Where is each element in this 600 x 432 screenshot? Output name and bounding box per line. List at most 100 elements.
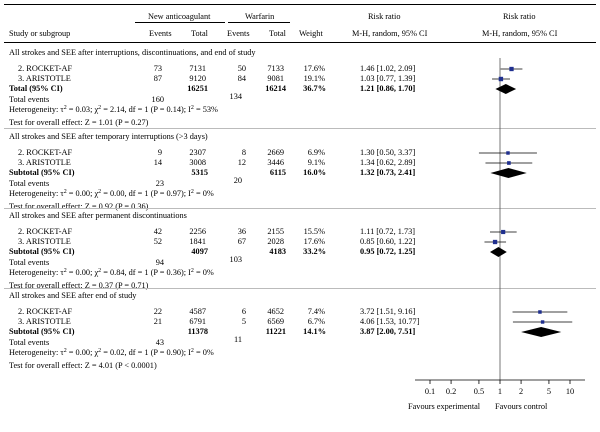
pooled-estimate-diamond xyxy=(490,168,527,178)
header-underline-warfarin xyxy=(228,22,290,23)
heterogeneity-part: Heterogeneity: τ xyxy=(9,189,64,198)
total-events-label: Total events xyxy=(9,179,50,188)
events-new: 22 xyxy=(153,307,162,316)
subtotal-weight: 36.7% xyxy=(303,84,326,93)
heterogeneity-part: = 0% xyxy=(193,189,214,198)
subtotal-weight: 16.0% xyxy=(303,168,326,177)
total-new: 2307 xyxy=(189,148,206,157)
heterogeneity-part: Heterogeneity: τ xyxy=(9,348,64,357)
risk-ratio-ci: 4.06 [1.53, 10.77] xyxy=(360,317,420,326)
subtotal-label: Total (95% CI) xyxy=(9,84,63,93)
subtotal-label: Subtotal (95% CI) xyxy=(9,327,75,336)
subtotal-new: 4097 xyxy=(191,247,208,256)
subtotal-weight: 33.2% xyxy=(303,247,326,256)
superscript: 2 xyxy=(63,189,67,195)
total-warfarin: 9081 xyxy=(267,74,284,83)
total-warfarin: 4652 xyxy=(267,307,284,316)
subtotal-warfarin: 16214 xyxy=(265,84,286,93)
superscript: 2 xyxy=(98,105,102,111)
heterogeneity-part: = 0% xyxy=(193,268,214,277)
subtotal-label: Subtotal (95% CI) xyxy=(9,168,75,177)
total-warfarin: 2669 xyxy=(267,148,284,157)
weight-value: 19.1% xyxy=(303,74,325,83)
favours-experimental-label: Favours experimental xyxy=(408,402,481,411)
study-estimate-square xyxy=(540,320,545,324)
superscript: 2 xyxy=(98,268,102,274)
subtotal-new: 16251 xyxy=(187,84,208,93)
heterogeneity-text: Heterogeneity: τ2 = 0.00; χ2 = 0.02, df … xyxy=(9,348,214,358)
x-tick-label: 0.5 xyxy=(473,387,485,396)
top-rule xyxy=(4,4,596,5)
pooled-estimate-diamond xyxy=(521,327,562,337)
total-events-warfarin: 103 xyxy=(229,255,242,264)
heterogeneity-part: = 0.00; χ xyxy=(66,189,99,198)
superscript: 2 xyxy=(190,105,194,111)
pooled-estimate-diamond xyxy=(490,247,507,257)
weight-value: 6.9% xyxy=(307,148,325,157)
events-warfarin: 50 xyxy=(237,64,246,73)
total-events-warfarin: 11 xyxy=(234,335,242,344)
subgroup-title: All strokes and SEE after interruptions,… xyxy=(9,48,256,57)
subtotal-ci: 0.95 [0.72, 1.25] xyxy=(360,247,416,256)
subtotal-warfarin: 6115 xyxy=(269,168,286,177)
events-warfarin: 5 xyxy=(241,317,246,326)
header-plot-method: M-H, random, 95% CI xyxy=(482,29,558,38)
heterogeneity-text: Heterogeneity: τ2 = 0.00; χ2 = 0.00, df … xyxy=(9,189,214,199)
events-new: 42 xyxy=(153,227,162,236)
risk-ratio-ci: 3.72 [1.51, 9.16] xyxy=(360,307,416,316)
events-new: 52 xyxy=(153,237,162,246)
subtotal-warfarin: 11221 xyxy=(265,327,286,336)
subtotal-label: Subtotal (95% CI) xyxy=(9,247,75,256)
events-warfarin: 6 xyxy=(241,307,246,316)
risk-ratio-ci: 1.11 [0.72, 1.73] xyxy=(360,227,415,236)
study-name: 3. ARISTOTLE xyxy=(18,158,71,167)
group-divider xyxy=(4,288,596,289)
x-tick-label: 10 xyxy=(565,387,575,396)
x-tick-label: 0.2 xyxy=(445,387,457,396)
superscript: 2 xyxy=(63,268,67,274)
study-name: 2. ROCKET-AF xyxy=(18,148,73,157)
events-new: 14 xyxy=(153,158,162,167)
study-name: 2. ROCKET-AF xyxy=(18,307,73,316)
risk-ratio-ci: 1.46 [1.02, 2.09] xyxy=(360,64,416,73)
heterogeneity-text: Heterogeneity: τ2 = 0.00; χ2 = 0.84, df … xyxy=(9,268,214,278)
risk-ratio-ci: 1.34 [0.62, 2.89] xyxy=(360,158,416,167)
total-events-label: Total events xyxy=(9,338,50,347)
header-underline-new xyxy=(135,22,225,23)
heterogeneity-part: = 0.03; χ xyxy=(66,105,99,114)
header-new-anticoagulant: New anticoagulant xyxy=(148,12,211,21)
subtotal-warfarin: 4183 xyxy=(269,247,286,256)
total-events-warfarin: 134 xyxy=(229,92,242,101)
heterogeneity-text: Heterogeneity: τ2 = 0.03; χ2 = 2.14, df … xyxy=(9,105,218,115)
overall-effect-text: Test for overall effect: Z = 4.01 (P < 0… xyxy=(9,361,157,370)
overall-effect-text: Test for overall effect: Z = 1.01 (P = 0… xyxy=(9,118,149,127)
x-tick-label: 5 xyxy=(546,387,551,396)
header-total-2: Total xyxy=(269,29,286,38)
subtotal-weight: 14.1% xyxy=(303,327,326,336)
heterogeneity-part: = 0.02, df = 1 (P = 0.90); I xyxy=(101,348,191,357)
superscript: 2 xyxy=(190,268,194,274)
events-new: 73 xyxy=(153,64,162,73)
study-estimate-square xyxy=(492,239,498,245)
study-estimate-square xyxy=(498,76,504,82)
subtotal-ci: 1.32 [0.73, 2.41] xyxy=(360,168,416,177)
superscript: 2 xyxy=(190,348,194,354)
total-events-new: 23 xyxy=(155,179,164,188)
total-new: 3008 xyxy=(189,158,206,167)
total-events-new: 43 xyxy=(155,338,164,347)
subtotal-new: 5315 xyxy=(191,168,208,177)
weight-value: 15.5% xyxy=(303,227,325,236)
study-estimate-square xyxy=(538,310,542,314)
favours-control-label: Favours control xyxy=(495,402,548,411)
events-warfarin: 84 xyxy=(237,74,246,83)
risk-ratio-ci: 1.30 [0.50, 3.37] xyxy=(360,148,416,157)
total-new: 1841 xyxy=(189,237,206,246)
header-weight: Weight xyxy=(299,29,323,38)
study-name: 3. ARISTOTLE xyxy=(18,74,71,83)
subgroup-title: All strokes and SEE after end of study xyxy=(9,291,137,300)
total-events-new: 160 xyxy=(151,95,164,104)
subtotal-new: 11378 xyxy=(187,327,208,336)
superscript: 2 xyxy=(98,348,102,354)
total-events-label: Total events xyxy=(9,258,50,267)
